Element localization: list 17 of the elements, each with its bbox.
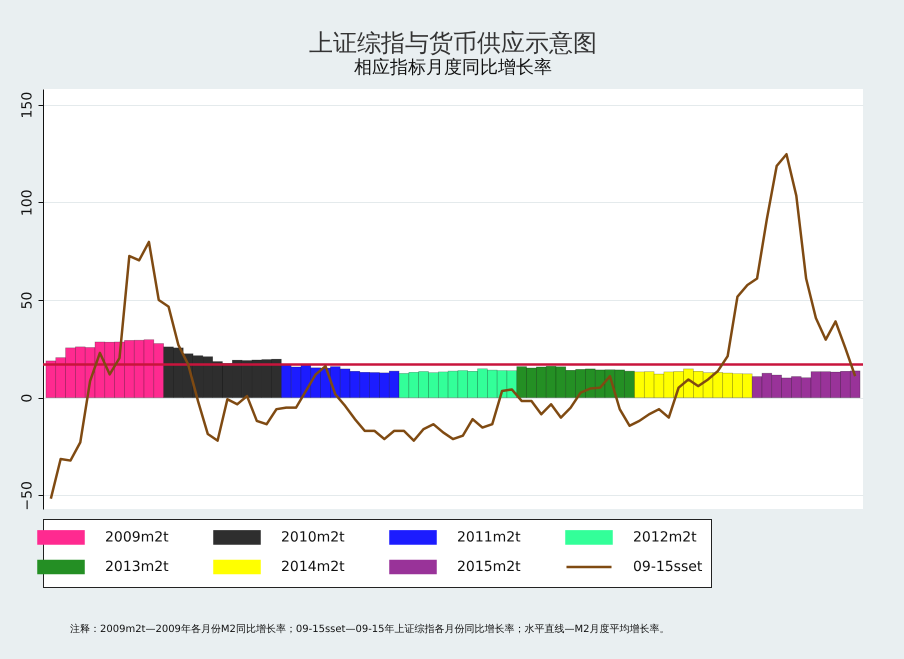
y-tick-label: 150 bbox=[20, 92, 36, 118]
legend-label: 2015m2t bbox=[457, 559, 522, 575]
legend-label: 2010m2t bbox=[281, 529, 346, 546]
y-tick-label: 50 bbox=[20, 292, 36, 310]
legend-label: 2014m2t bbox=[281, 559, 346, 575]
legend-label: 2013m2t bbox=[105, 559, 170, 575]
text: 注释：2009m2t—2009年各月份M2同比增长率；09-15sset—09-15年上证综指各月份同比增长率；水平直线—M2月度平均增长率。 bbox=[70, 622, 670, 636]
chart-title: 上证综指与货币供应示意图 bbox=[309, 29, 597, 57]
y-tick-label: −50 bbox=[20, 481, 36, 511]
y-tick-label: 100 bbox=[20, 189, 36, 216]
legend-label: 09-15sset bbox=[633, 559, 703, 575]
chart-subtitle: 相应指标月度同比增长率 bbox=[354, 57, 552, 78]
legend-label: 2012m2t bbox=[633, 529, 698, 546]
y-tick-label: 0 bbox=[20, 394, 36, 403]
line-series bbox=[50, 152, 856, 500]
legend-label: 2009m2t bbox=[105, 529, 170, 546]
legend-label: 2011m2t bbox=[457, 529, 522, 546]
